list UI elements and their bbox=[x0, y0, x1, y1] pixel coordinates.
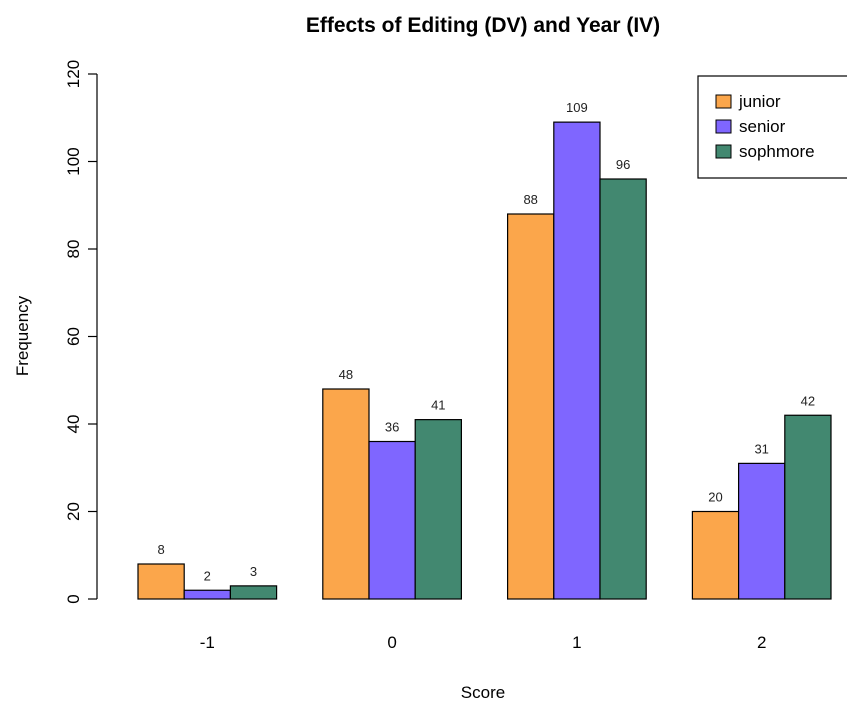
bar-value-label: 41 bbox=[431, 398, 445, 413]
x-axis: -1 0 1 2 bbox=[200, 633, 767, 652]
bar-senior-1 bbox=[554, 122, 600, 599]
bar-value-label: 31 bbox=[754, 441, 768, 456]
legend: junior senior sophmore bbox=[698, 76, 847, 178]
bar-value-label: 3 bbox=[250, 564, 257, 579]
y-tick-label: 20 bbox=[64, 502, 83, 521]
y-tick-label: 0 bbox=[64, 594, 83, 603]
y-tick-label: 40 bbox=[64, 415, 83, 434]
bar-sophmore-2 bbox=[785, 415, 831, 599]
bar-senior--1 bbox=[184, 590, 230, 599]
legend-label-senior: senior bbox=[739, 117, 786, 136]
bar-value-label: 8 bbox=[157, 542, 164, 557]
x-tick-label: 1 bbox=[572, 633, 581, 652]
legend-swatch-senior bbox=[716, 120, 731, 133]
legend-swatch-sophmore bbox=[716, 145, 731, 158]
bar-senior-0 bbox=[369, 442, 415, 600]
bar-sophmore-1 bbox=[600, 179, 646, 599]
bar-value-label: 109 bbox=[566, 100, 588, 115]
bar-value-label: 48 bbox=[339, 367, 353, 382]
x-tick-label: 2 bbox=[757, 633, 766, 652]
bar-value-label: 42 bbox=[801, 393, 815, 408]
bar-junior-1 bbox=[508, 214, 554, 599]
bars-group bbox=[138, 122, 831, 599]
bar-junior-0 bbox=[323, 389, 369, 599]
x-axis-title: Score bbox=[461, 683, 505, 702]
y-axis: 0 20 40 60 80 100 120 bbox=[64, 60, 97, 604]
y-tick-label: 80 bbox=[64, 240, 83, 259]
bar-value-label: 88 bbox=[523, 192, 537, 207]
y-axis-title: Frequency bbox=[13, 295, 32, 376]
bar-senior-2 bbox=[739, 463, 785, 599]
y-tick-label: 60 bbox=[64, 327, 83, 346]
bar-sophmore-0 bbox=[415, 420, 461, 599]
y-tick-label: 120 bbox=[64, 60, 83, 88]
chart-title: Effects of Editing (DV) and Year (IV) bbox=[306, 14, 660, 37]
bar-junior--1 bbox=[138, 564, 184, 599]
bar-value-label: 96 bbox=[616, 157, 630, 172]
bar-value-label: 2 bbox=[204, 568, 211, 583]
bar-sophmore--1 bbox=[230, 586, 276, 599]
y-tick-label: 100 bbox=[64, 147, 83, 175]
x-tick-label: 0 bbox=[387, 633, 396, 652]
bar-value-label: 20 bbox=[708, 490, 722, 505]
legend-label-junior: junior bbox=[738, 92, 781, 111]
bar-value-label: 36 bbox=[385, 420, 399, 435]
x-tick-label: -1 bbox=[200, 633, 215, 652]
legend-swatch-junior bbox=[716, 95, 731, 108]
bar-junior-2 bbox=[692, 512, 738, 600]
legend-label-sophmore: sophmore bbox=[739, 142, 815, 161]
